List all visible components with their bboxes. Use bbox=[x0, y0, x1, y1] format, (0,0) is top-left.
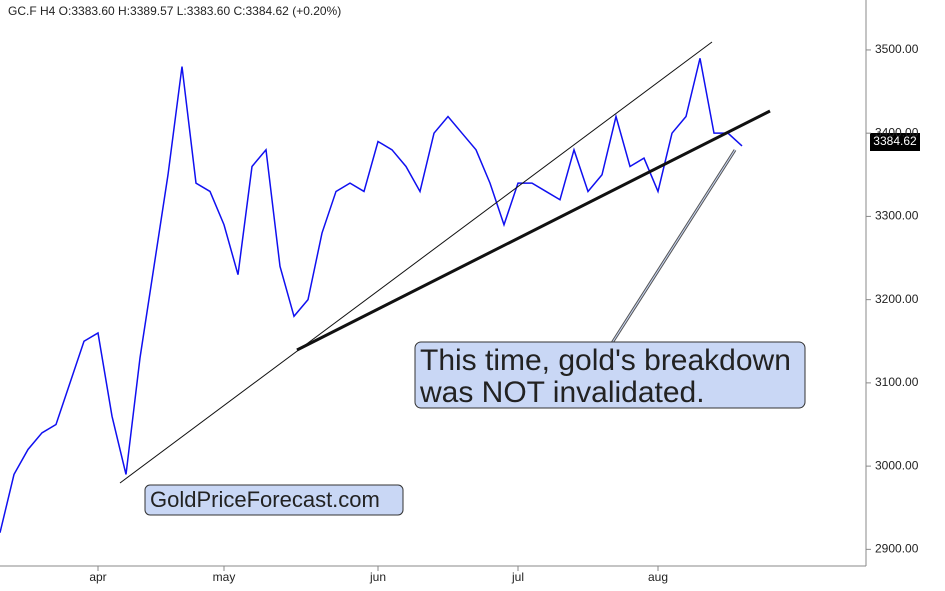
y-tick-label: 3000.00 bbox=[875, 458, 919, 472]
price-line bbox=[0, 58, 743, 533]
y-tick-label: 3200.00 bbox=[875, 292, 919, 306]
x-tick-label: jun bbox=[369, 570, 386, 584]
y-tick-label: 3400.00 bbox=[875, 125, 919, 139]
watermark: GoldPriceForecast.com bbox=[150, 487, 380, 512]
x-tick-label: jul bbox=[511, 570, 524, 584]
watermark-box bbox=[144, 484, 404, 516]
x-tick-label: may bbox=[213, 570, 236, 584]
annotation: This time, gold's breakdown bbox=[420, 344, 791, 377]
x-tick-label: aug bbox=[648, 570, 668, 584]
y-tick-label: 3100.00 bbox=[875, 375, 919, 389]
y-tick-label: 3500.00 bbox=[875, 42, 919, 56]
annotation: was NOT invalidated. bbox=[419, 376, 705, 409]
trendline bbox=[119, 41, 713, 484]
last-price-label: 3384.62 bbox=[873, 134, 917, 148]
trendline bbox=[296, 109, 771, 352]
plot-area bbox=[0, 58, 743, 533]
callout-pointer bbox=[611, 149, 736, 344]
chart-title: GC.F H4 O:3383.60 H:3389.57 L:3383.60 C:… bbox=[8, 4, 341, 18]
y-tick-label: 2900.00 bbox=[875, 542, 919, 556]
y-tick-label: 3300.00 bbox=[875, 209, 919, 223]
last-price-box bbox=[870, 133, 920, 151]
callout-box bbox=[414, 341, 806, 409]
x-tick-label: apr bbox=[89, 570, 106, 584]
